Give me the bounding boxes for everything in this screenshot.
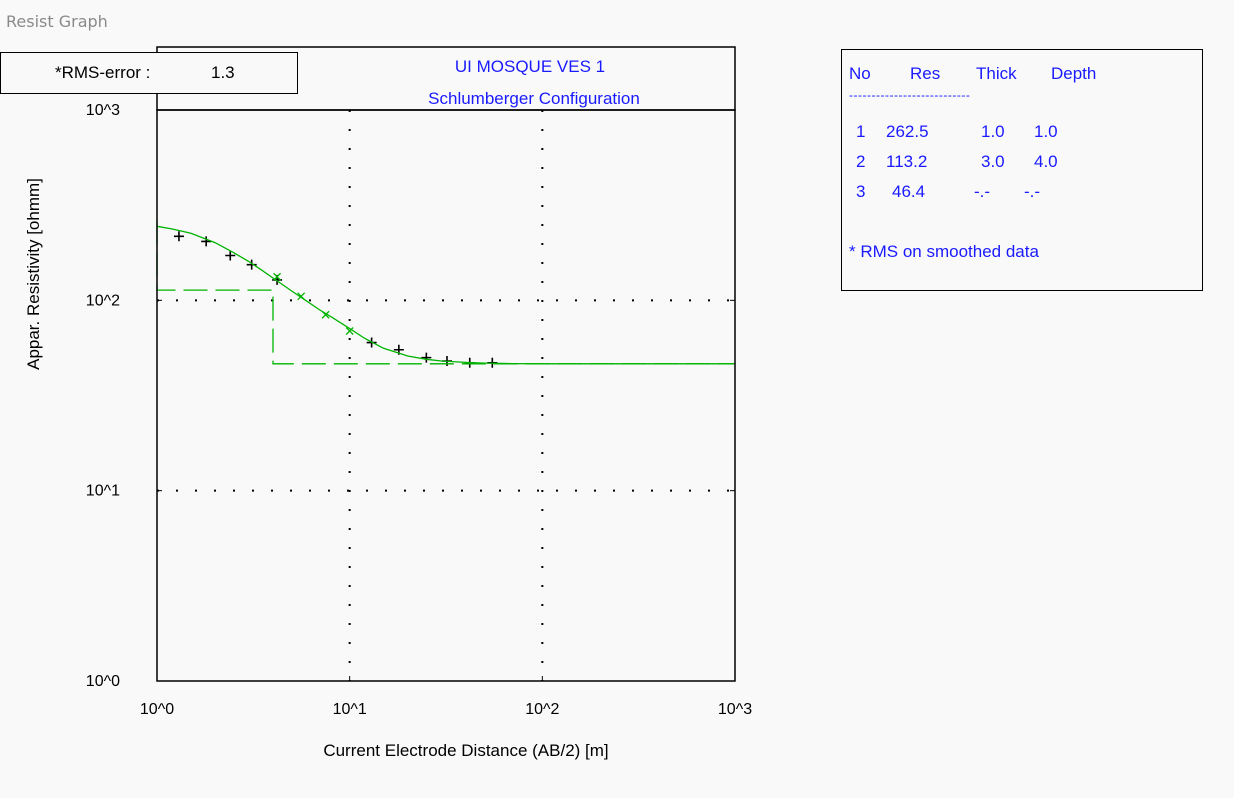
col-header-res: Res bbox=[910, 64, 941, 83]
x-tick-label: 10^0 bbox=[140, 701, 174, 718]
row-1-no: 1 bbox=[856, 122, 866, 141]
row-3-no: 3 bbox=[856, 182, 866, 201]
y-tick-label: 10^2 bbox=[86, 292, 120, 309]
fit-curve bbox=[156, 225, 735, 365]
row-1-depth: 1.0 bbox=[1034, 122, 1058, 141]
x-axis-label: Current Electrode Distance (AB/2) [m] bbox=[323, 741, 608, 760]
grid bbox=[156, 109, 736, 682]
tick-labels: 10^0 10^1 10^2 10^3 10^0 10^1 10^2 10^3 bbox=[86, 102, 752, 718]
rms-error-box bbox=[0, 52, 298, 94]
row-3-depth: -.- bbox=[1024, 182, 1041, 201]
col-header-thick: Thick bbox=[976, 64, 1017, 83]
row-2-res: 113.2 bbox=[886, 152, 928, 171]
row-3-thick: -.- bbox=[974, 182, 991, 201]
x-tick-label: 10^2 bbox=[525, 701, 559, 718]
y-tick-label: 10^0 bbox=[86, 673, 120, 690]
x-tick-label: 10^3 bbox=[718, 701, 752, 718]
row-1-res: 262.5 bbox=[886, 122, 929, 141]
rms-error-value: 1.3 bbox=[211, 63, 235, 82]
row-2-thick: 3.0 bbox=[981, 152, 1005, 171]
row-2-no: 2 bbox=[856, 152, 866, 171]
observed-point bbox=[246, 259, 257, 270]
chart-title: UI MOSQUE VES 1 bbox=[455, 57, 605, 76]
layer-table: No Res Thick Depth ---------------------… bbox=[841, 49, 1203, 291]
chart-subtitle: Schlumberger Configuration bbox=[428, 89, 640, 108]
smoothed-point bbox=[345, 327, 354, 335]
observed-point bbox=[173, 231, 184, 242]
row-1-thick: 1.0 bbox=[981, 122, 1005, 141]
row-2-depth: 4.0 bbox=[1034, 152, 1058, 171]
row-3-res: 46.4 bbox=[892, 182, 926, 201]
series-layer bbox=[156, 220, 735, 368]
window-title: Resist Graph bbox=[6, 12, 108, 31]
y-axis-label: Appar. Resistivity [ohmm] bbox=[24, 178, 43, 370]
col-header-depth: Depth bbox=[1051, 64, 1097, 83]
y-tick-label: 10^3 bbox=[86, 102, 120, 119]
y-tick-label: 10^1 bbox=[86, 483, 120, 500]
table-separator: --------------------------- bbox=[849, 88, 971, 102]
rms-note: * RMS on smoothed data bbox=[849, 242, 1039, 261]
x-tick-label: 10^1 bbox=[333, 701, 367, 718]
observed-point bbox=[421, 352, 432, 363]
plot-area bbox=[156, 109, 736, 682]
rms-error-label: *RMS-error : bbox=[55, 63, 151, 82]
layer-model-steps bbox=[156, 220, 735, 365]
observed-point bbox=[225, 250, 236, 261]
observed-point bbox=[201, 236, 212, 247]
col-header-no: No bbox=[849, 64, 871, 83]
